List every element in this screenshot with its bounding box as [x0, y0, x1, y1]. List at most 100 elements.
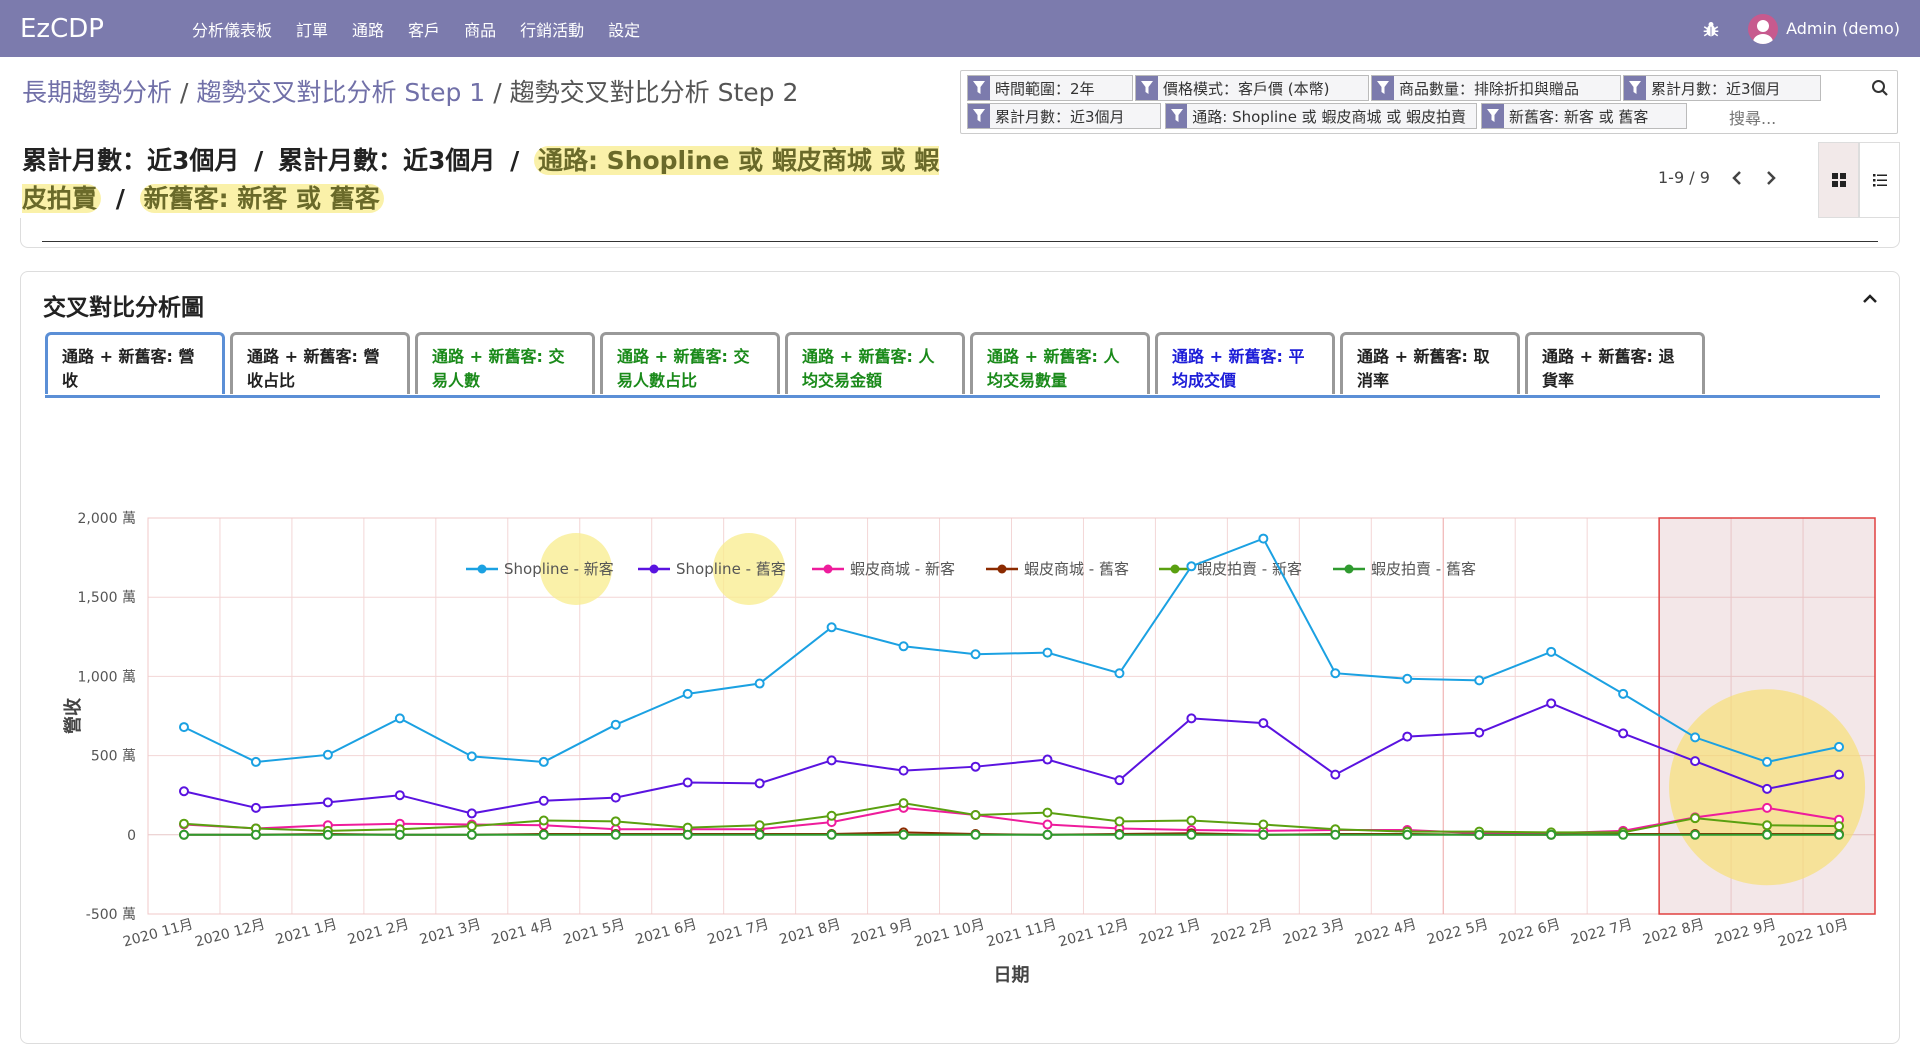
menu-dashboard[interactable]: 分析儀表板 [192, 20, 273, 40]
facet-time-range[interactable]: 時間範圍：2年 [967, 75, 1133, 101]
data-point[interactable] [970, 649, 981, 660]
data-point[interactable] [1546, 698, 1557, 709]
data-point[interactable] [970, 829, 981, 840]
data-point[interactable] [1762, 829, 1773, 840]
data-point[interactable] [898, 765, 909, 776]
facet-customer-type[interactable]: 新舊客: 新客 或 舊客 [1481, 103, 1687, 129]
legend-label[interactable]: Shopline - 新客 [504, 560, 614, 578]
data-point[interactable] [322, 829, 333, 840]
data-point[interactable] [970, 761, 981, 772]
data-point[interactable] [682, 777, 693, 788]
data-point[interactable] [1546, 829, 1557, 840]
data-point[interactable] [898, 641, 909, 652]
data-point[interactable] [1762, 756, 1773, 767]
data-point[interactable] [1690, 829, 1701, 840]
data-point[interactable] [1762, 783, 1773, 794]
data-point[interactable] [754, 778, 765, 789]
data-point[interactable] [682, 688, 693, 699]
data-point[interactable] [1186, 829, 1197, 840]
data-point[interactable] [1186, 815, 1197, 826]
data-point[interactable] [610, 719, 621, 730]
menu-products[interactable]: 商品 [464, 20, 497, 40]
data-point[interactable] [898, 829, 909, 840]
tab-metric-1[interactable]: 通路 + 新舊客: 營收占比 [230, 332, 410, 394]
data-point[interactable] [1186, 561, 1197, 572]
data-point[interactable] [1618, 688, 1629, 699]
tab-metric-8[interactable]: 通路 + 新舊客: 退貨率 [1525, 332, 1705, 394]
data-point[interactable] [1402, 673, 1413, 684]
menu-customers[interactable]: 客戶 [408, 20, 441, 40]
data-point[interactable] [466, 751, 477, 762]
data-point[interactable] [1114, 816, 1125, 827]
data-point[interactable] [898, 798, 909, 809]
data-point[interactable] [1042, 829, 1053, 840]
data-point[interactable] [538, 815, 549, 826]
data-point[interactable] [1474, 675, 1485, 686]
data-point[interactable] [466, 821, 477, 832]
facet-months-1[interactable]: 累計月數：近3個月 [1623, 75, 1821, 101]
menu-orders[interactable]: 訂單 [296, 20, 329, 40]
breadcrumb-cross-step1[interactable]: 趨勢交叉對比分析 Step 1 [196, 78, 486, 107]
data-point[interactable] [1618, 829, 1629, 840]
facet-months-2[interactable]: 累計月數：近3個月 [967, 103, 1161, 129]
data-point[interactable] [1330, 769, 1341, 780]
data-point[interactable] [178, 786, 189, 797]
data-point[interactable] [250, 756, 261, 767]
data-point[interactable] [1762, 802, 1773, 813]
bug-icon[interactable] [1702, 20, 1720, 38]
data-point[interactable] [970, 810, 981, 820]
brand-logo[interactable]: EzCDP [20, 13, 104, 44]
data-point[interactable] [322, 749, 333, 760]
data-point[interactable] [538, 756, 549, 767]
data-point[interactable] [1042, 819, 1053, 830]
data-point[interactable] [394, 790, 405, 801]
data-point[interactable] [610, 792, 621, 803]
data-point[interactable] [1474, 727, 1485, 738]
data-point[interactable] [250, 829, 261, 840]
legend-label[interactable]: 蝦皮拍賣 - 新客 [1197, 560, 1302, 578]
data-point[interactable] [1258, 718, 1269, 729]
data-point[interactable] [1114, 668, 1125, 679]
data-point[interactable] [1834, 769, 1845, 780]
data-point[interactable] [1258, 533, 1269, 544]
data-point[interactable] [826, 810, 837, 821]
data-point[interactable] [826, 622, 837, 633]
data-point[interactable] [1402, 829, 1413, 840]
tab-metric-2[interactable]: 通路 + 新舊客: 交易人數 [415, 332, 595, 394]
data-point[interactable] [610, 829, 621, 840]
data-point[interactable] [178, 818, 189, 829]
legend-label[interactable]: 蝦皮商城 - 舊客 [1024, 560, 1129, 578]
data-point[interactable] [1042, 807, 1053, 818]
tab-metric-4[interactable]: 通路 + 新舊客: 人均交易金額 [785, 332, 965, 394]
data-point[interactable] [754, 678, 765, 689]
data-point[interactable] [1114, 829, 1125, 840]
data-point[interactable] [610, 816, 621, 827]
data-point[interactable] [538, 795, 549, 806]
data-point[interactable] [1618, 728, 1629, 739]
facet-channel[interactable]: 通路: Shopline 或 蝦皮商城 或 蝦皮拍賣 [1165, 103, 1477, 129]
data-point[interactable] [1474, 829, 1485, 840]
data-point[interactable] [178, 829, 189, 840]
data-point[interactable] [1690, 756, 1701, 767]
legend-label[interactable]: 蝦皮商城 - 新客 [850, 560, 955, 578]
chevron-right-icon[interactable] [1764, 170, 1778, 186]
list-view-button[interactable] [1859, 142, 1900, 218]
tab-metric-6[interactable]: 通路 + 新舊客: 平均成交價 [1155, 332, 1335, 394]
data-point[interactable] [1114, 775, 1125, 786]
data-point[interactable] [322, 797, 333, 808]
data-point[interactable] [1690, 813, 1701, 824]
data-point[interactable] [178, 722, 189, 733]
search-input[interactable] [1729, 106, 1859, 130]
data-point[interactable] [466, 829, 477, 840]
data-point[interactable] [1258, 819, 1269, 830]
data-point[interactable] [1762, 820, 1773, 831]
data-point[interactable] [1042, 754, 1053, 765]
menu-channels[interactable]: 通路 [352, 20, 385, 40]
tab-metric-5[interactable]: 通路 + 新舊客: 人均交易數量 [970, 332, 1150, 394]
tab-metric-3[interactable]: 通路 + 新舊客: 交易人數占比 [600, 332, 780, 394]
tab-metric-0[interactable]: 通路 + 新舊客: 營收 [45, 332, 225, 394]
data-point[interactable] [826, 755, 837, 766]
data-point[interactable] [1330, 668, 1341, 679]
tab-metric-7[interactable]: 通路 + 新舊客: 取消率 [1340, 332, 1520, 394]
data-point[interactable] [250, 802, 261, 813]
